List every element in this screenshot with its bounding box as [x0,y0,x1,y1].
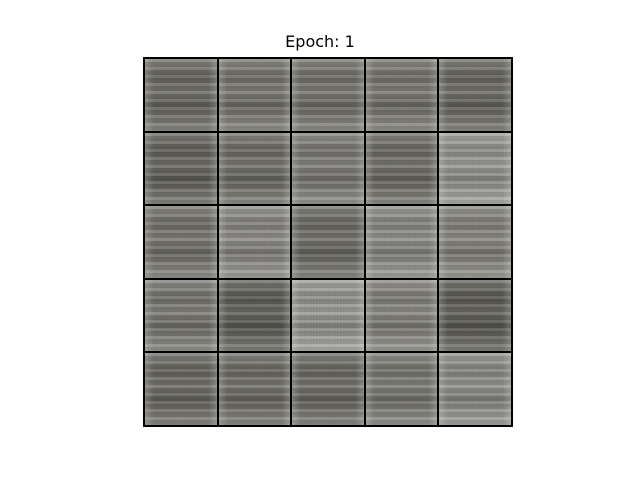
sample-image-tile [145,279,217,352]
sample-image-tile [365,279,438,352]
sample-image-tile [365,59,438,131]
sample-image-tile [218,279,291,352]
sample-image-tile [439,353,511,425]
sample-image-tile [145,132,217,205]
sample-image-tile [365,206,438,278]
sample-image-tile [439,59,511,131]
sample-image-tile [145,353,217,425]
sample-image-tile [218,59,291,131]
image-grid-inner [145,59,511,425]
image-grid [143,57,513,427]
sample-image-tile [439,206,511,278]
sample-image-tile [292,353,364,425]
sample-image-tile [218,132,291,205]
sample-image-tile [218,206,291,278]
sample-image-tile [439,132,511,205]
sample-image-tile [439,279,511,352]
sample-image-tile [218,353,291,425]
sample-image-tile [365,353,438,425]
sample-image-tile [292,132,364,205]
sample-image-tile [292,59,364,131]
figure-title: Epoch: 1 [285,32,355,51]
sample-image-tile [292,206,364,278]
sample-image-tile [145,206,217,278]
sample-image-tile [292,279,364,352]
sample-image-tile [365,132,438,205]
sample-image-tile [145,59,217,131]
